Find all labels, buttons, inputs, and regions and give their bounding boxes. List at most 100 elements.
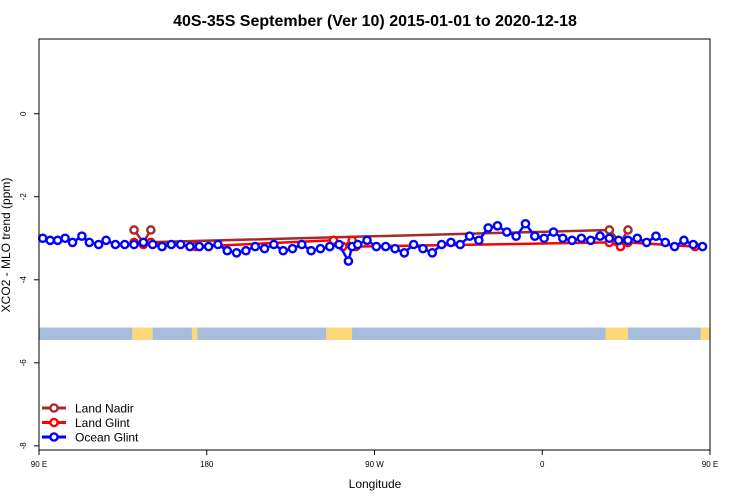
ocean-band	[39, 327, 710, 340]
series-layer	[37, 218, 708, 266]
data-point	[129, 239, 139, 250]
data-point	[557, 233, 568, 244]
data-point	[548, 227, 559, 237]
data-point	[697, 241, 708, 252]
data-point	[84, 237, 95, 248]
land-segment	[700, 327, 710, 340]
x-tick-label: 90 W	[365, 460, 384, 469]
data-point	[604, 225, 615, 235]
data-point	[250, 241, 261, 252]
data-point	[175, 239, 186, 250]
data-point	[483, 223, 493, 233]
x-axis-label: Longitude	[349, 477, 402, 491]
data-point	[390, 243, 400, 254]
data-point	[464, 231, 475, 241]
chart-title: 40S-35S September (Ver 10) 2015-01-01 to…	[173, 13, 577, 30]
data-point	[138, 237, 149, 248]
data-point	[613, 235, 624, 246]
legend-label: Ocean Glint	[75, 431, 139, 445]
data-point	[166, 239, 177, 250]
data-point	[45, 235, 55, 246]
data-point	[157, 241, 167, 252]
world-map-strip	[39, 327, 710, 340]
data-point	[511, 231, 521, 241]
data-point	[651, 231, 661, 241]
data-point	[623, 225, 633, 235]
data-point	[334, 239, 344, 250]
data-point	[585, 235, 596, 246]
data-point	[688, 239, 699, 250]
data-point	[632, 233, 643, 244]
data-point	[77, 231, 87, 241]
y-tick-label: 0	[19, 111, 28, 116]
data-point	[241, 245, 251, 256]
data-point	[362, 235, 372, 246]
data-point	[418, 243, 428, 254]
legend-item: Land Glint	[42, 416, 130, 430]
data-point	[408, 239, 419, 250]
data-point	[269, 239, 279, 250]
y-tick-label: -4	[19, 276, 28, 284]
y-tick-label: -6	[19, 359, 28, 367]
data-point	[278, 245, 288, 256]
data-point	[101, 235, 111, 246]
data-point	[129, 225, 139, 235]
data-point	[623, 235, 633, 246]
data-point	[502, 227, 512, 237]
data-point	[492, 221, 503, 231]
x-tick-label: 90 E	[31, 460, 47, 469]
data-point	[539, 233, 549, 244]
data-point	[119, 239, 130, 250]
data-point	[520, 218, 531, 229]
data-point	[595, 231, 605, 241]
data-point	[343, 256, 354, 266]
data-point	[679, 235, 689, 246]
data-point	[474, 235, 484, 246]
data-point	[436, 239, 447, 250]
data-point	[146, 225, 156, 235]
y-tick-label: -8	[19, 442, 28, 450]
land-segment	[326, 327, 353, 340]
data-point	[660, 237, 671, 248]
data-point	[110, 239, 121, 250]
series-ocean-glint	[37, 218, 708, 266]
data-point	[446, 237, 456, 248]
data-point	[52, 235, 63, 246]
data-point	[259, 243, 270, 254]
y-tick-label: -2	[19, 193, 28, 201]
data-point	[455, 239, 466, 250]
data-point	[641, 237, 652, 248]
data-point	[529, 231, 540, 241]
data-point	[315, 243, 326, 254]
legend-swatch-marker	[49, 417, 59, 428]
data-point	[324, 241, 335, 252]
data-point	[222, 245, 233, 256]
land-segment	[191, 327, 198, 340]
data-point	[567, 235, 577, 246]
data-point	[213, 239, 223, 250]
data-point	[147, 239, 158, 250]
data-point	[194, 241, 205, 252]
axes: 90 E 180 90 W 0 90 E 0 -2 -4 -6 -8	[19, 38, 718, 469]
data-point	[93, 239, 104, 250]
data-point	[306, 245, 316, 256]
legend-label: Land Glint	[75, 416, 130, 430]
y-axis-label: XCO2 - MLO trend (ppm)	[0, 178, 13, 313]
data-point	[60, 233, 70, 244]
legend-item: Ocean Glint	[42, 431, 139, 445]
data-point	[297, 239, 307, 250]
land-segment	[605, 327, 628, 340]
x-tick-label: 90 E	[702, 460, 718, 469]
legend-item: Land Nadir	[42, 402, 134, 416]
data-point	[604, 233, 615, 244]
data-point	[37, 233, 48, 244]
legend-swatch-marker	[49, 403, 59, 413]
data-point	[427, 248, 438, 258]
x-tick-label: 0	[540, 460, 545, 469]
data-point	[185, 241, 195, 252]
data-point	[352, 239, 363, 250]
legend-swatch-marker	[49, 432, 59, 442]
legend-label: Land Nadir	[75, 402, 134, 416]
